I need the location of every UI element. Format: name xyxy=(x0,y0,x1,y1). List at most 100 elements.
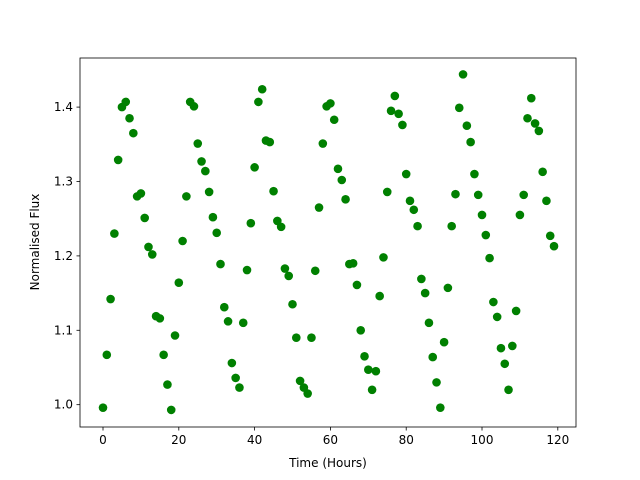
point xyxy=(409,205,419,215)
point xyxy=(500,359,510,369)
point xyxy=(257,84,267,94)
point xyxy=(390,91,400,101)
x-axis-label: Time (Hours) xyxy=(288,456,367,470)
point xyxy=(291,333,301,343)
point xyxy=(129,128,138,138)
point xyxy=(508,341,517,351)
point xyxy=(549,241,559,251)
point xyxy=(401,169,411,179)
point xyxy=(436,403,445,412)
point xyxy=(428,352,438,362)
point xyxy=(193,139,203,148)
x-tick-label: 100 xyxy=(471,433,494,447)
point xyxy=(276,222,286,232)
point xyxy=(329,115,339,125)
point xyxy=(219,302,229,312)
point xyxy=(113,155,123,165)
y-tick-label: 1.4 xyxy=(54,100,73,114)
point xyxy=(382,187,392,197)
point xyxy=(485,253,494,263)
y-tick-label: 1.0 xyxy=(54,398,73,412)
point xyxy=(439,337,449,347)
point xyxy=(519,190,528,200)
plot-frame xyxy=(79,57,577,428)
point xyxy=(405,196,415,206)
point xyxy=(121,97,131,107)
point xyxy=(212,228,222,238)
point xyxy=(144,242,153,252)
point xyxy=(106,294,115,304)
point xyxy=(307,333,316,343)
point xyxy=(394,109,403,119)
point xyxy=(110,229,119,238)
point xyxy=(231,373,240,383)
x-tick-label: 0 xyxy=(99,433,107,447)
point xyxy=(250,163,259,172)
point xyxy=(492,312,502,322)
point xyxy=(356,325,366,335)
point xyxy=(360,352,369,361)
point xyxy=(371,366,381,376)
point xyxy=(98,403,108,412)
point xyxy=(504,385,513,395)
point xyxy=(303,389,312,398)
point xyxy=(163,380,172,389)
x-tick-label: 40 xyxy=(247,433,262,447)
point xyxy=(136,189,146,198)
point xyxy=(443,283,453,293)
point xyxy=(542,196,551,206)
point xyxy=(284,271,294,281)
x-tick-label: 120 xyxy=(546,433,569,447)
point xyxy=(364,365,373,375)
point xyxy=(242,265,252,275)
point xyxy=(447,221,456,231)
point xyxy=(314,203,324,212)
point xyxy=(526,93,536,103)
point xyxy=(545,231,555,241)
point xyxy=(530,119,540,128)
point xyxy=(125,113,134,123)
point xyxy=(458,70,468,79)
point xyxy=(489,297,498,307)
point xyxy=(466,137,475,147)
point xyxy=(511,306,521,316)
point xyxy=(333,164,343,174)
point xyxy=(496,343,506,353)
point xyxy=(515,210,525,220)
point xyxy=(216,259,225,269)
point xyxy=(367,385,377,395)
point xyxy=(310,266,320,276)
point xyxy=(102,350,112,360)
point xyxy=(413,221,422,231)
point xyxy=(398,120,407,130)
point xyxy=(189,102,199,111)
point xyxy=(462,121,472,130)
point xyxy=(227,358,237,368)
point xyxy=(337,175,347,185)
point xyxy=(288,299,297,309)
point xyxy=(352,280,362,290)
point xyxy=(473,190,483,200)
point xyxy=(246,218,256,228)
point xyxy=(159,350,168,360)
point xyxy=(295,376,305,386)
x-tick-label: 20 xyxy=(171,433,186,447)
point xyxy=(254,97,263,107)
x-tick-label: 60 xyxy=(323,433,338,447)
point xyxy=(269,186,278,196)
point xyxy=(235,383,244,392)
point xyxy=(155,314,165,323)
point xyxy=(523,113,532,123)
point xyxy=(477,210,487,220)
point xyxy=(174,278,184,287)
point xyxy=(341,195,350,204)
y-axis-label: Normalised Flux xyxy=(28,194,42,291)
point xyxy=(197,157,206,166)
point xyxy=(386,106,396,116)
point xyxy=(538,167,547,177)
point xyxy=(166,405,176,415)
point xyxy=(375,291,384,301)
x-tick-label: 80 xyxy=(399,433,414,447)
point xyxy=(182,192,191,201)
